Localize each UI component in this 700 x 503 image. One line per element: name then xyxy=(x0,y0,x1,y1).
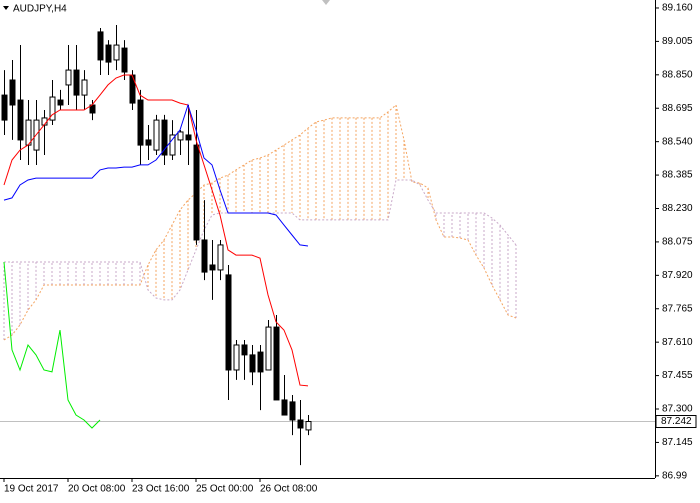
y-tick-label: 89.160 xyxy=(662,3,693,14)
y-tick-label: 87.920 xyxy=(662,270,693,281)
candle-body-bear xyxy=(17,99,24,141)
plot-area xyxy=(0,25,655,466)
candle-body-bear xyxy=(225,274,232,371)
x-tick-label: 20 Oct 08:00 xyxy=(68,484,126,495)
candle-body-bear xyxy=(289,401,296,421)
candle-body-bear xyxy=(1,94,8,121)
candle-body-bear xyxy=(121,47,128,73)
candle-body-bear xyxy=(209,264,216,271)
candle-body-bear xyxy=(273,326,280,401)
candle-body-bear xyxy=(297,419,304,429)
candle-body-bear xyxy=(185,134,192,141)
candle-body-bear xyxy=(9,79,16,106)
y-tick-label: 88.540 xyxy=(662,136,693,147)
candle-body-bear xyxy=(201,239,208,273)
menu-triangle[interactable] xyxy=(3,6,9,10)
candle-body-bull xyxy=(265,326,272,371)
candle-body-bear xyxy=(97,31,104,61)
shift-marker xyxy=(322,0,330,5)
y-tick-label: 87.300 xyxy=(662,404,693,415)
candle-body-bear xyxy=(145,139,152,146)
indicator-line xyxy=(3,74,309,387)
y-tick-label: 86.99 xyxy=(662,470,687,481)
y-tick-label: 87.765 xyxy=(662,303,693,314)
candle-body-bull xyxy=(153,119,160,151)
indicator-line xyxy=(3,103,309,247)
candle-body-bull xyxy=(49,96,56,121)
indicator-line xyxy=(3,261,101,429)
candle-body-bear xyxy=(161,119,168,156)
candle-body-bear xyxy=(249,354,256,373)
candle-body-bull xyxy=(169,134,176,156)
chart-title: AUDJPY,H4 xyxy=(13,4,67,15)
candle-body-bear xyxy=(137,99,144,146)
x-tick-label: 25 Oct 00:00 xyxy=(196,484,254,495)
candle-body-bear xyxy=(257,351,264,373)
candle-body-bear xyxy=(105,44,112,63)
candle-body-bear xyxy=(281,399,288,416)
last-price-box xyxy=(655,415,697,429)
senkou-span-b xyxy=(4,179,517,301)
candle-body-bull xyxy=(217,244,224,271)
x-tick-label: 23 Oct 16:00 xyxy=(132,484,190,495)
candle-body-bear xyxy=(57,99,64,106)
candle-body-bull xyxy=(81,79,88,96)
candle-body-bear xyxy=(193,144,200,241)
candle-body-bull xyxy=(113,44,120,61)
y-tick-label: 87.610 xyxy=(662,337,693,348)
last-price-label: 87.242 xyxy=(661,416,692,427)
y-tick-label: 89.005 xyxy=(662,36,693,47)
candle-body-bull xyxy=(305,421,312,431)
candle-body-bull xyxy=(177,131,184,141)
candle-body-bull xyxy=(25,119,32,146)
y-tick-label: 88.230 xyxy=(662,203,693,214)
y-tick-label: 88.850 xyxy=(662,69,693,80)
candle-body-bear xyxy=(129,74,136,104)
y-tick-label: 88.385 xyxy=(662,170,693,181)
candle-body-bull xyxy=(233,344,240,371)
candle-body-bear xyxy=(241,344,248,356)
x-tick-label: 26 Oct 08:00 xyxy=(260,484,318,495)
y-tick-label: 88.695 xyxy=(662,103,693,114)
y-tick-label: 88.075 xyxy=(662,237,693,248)
candle-body-bull xyxy=(65,69,72,86)
y-tick-label: 87.145 xyxy=(662,437,693,448)
y-tick-label: 87.455 xyxy=(662,370,693,381)
x-tick-label: 19 Oct 2017 xyxy=(4,484,59,495)
candle-body-bear xyxy=(73,69,80,96)
